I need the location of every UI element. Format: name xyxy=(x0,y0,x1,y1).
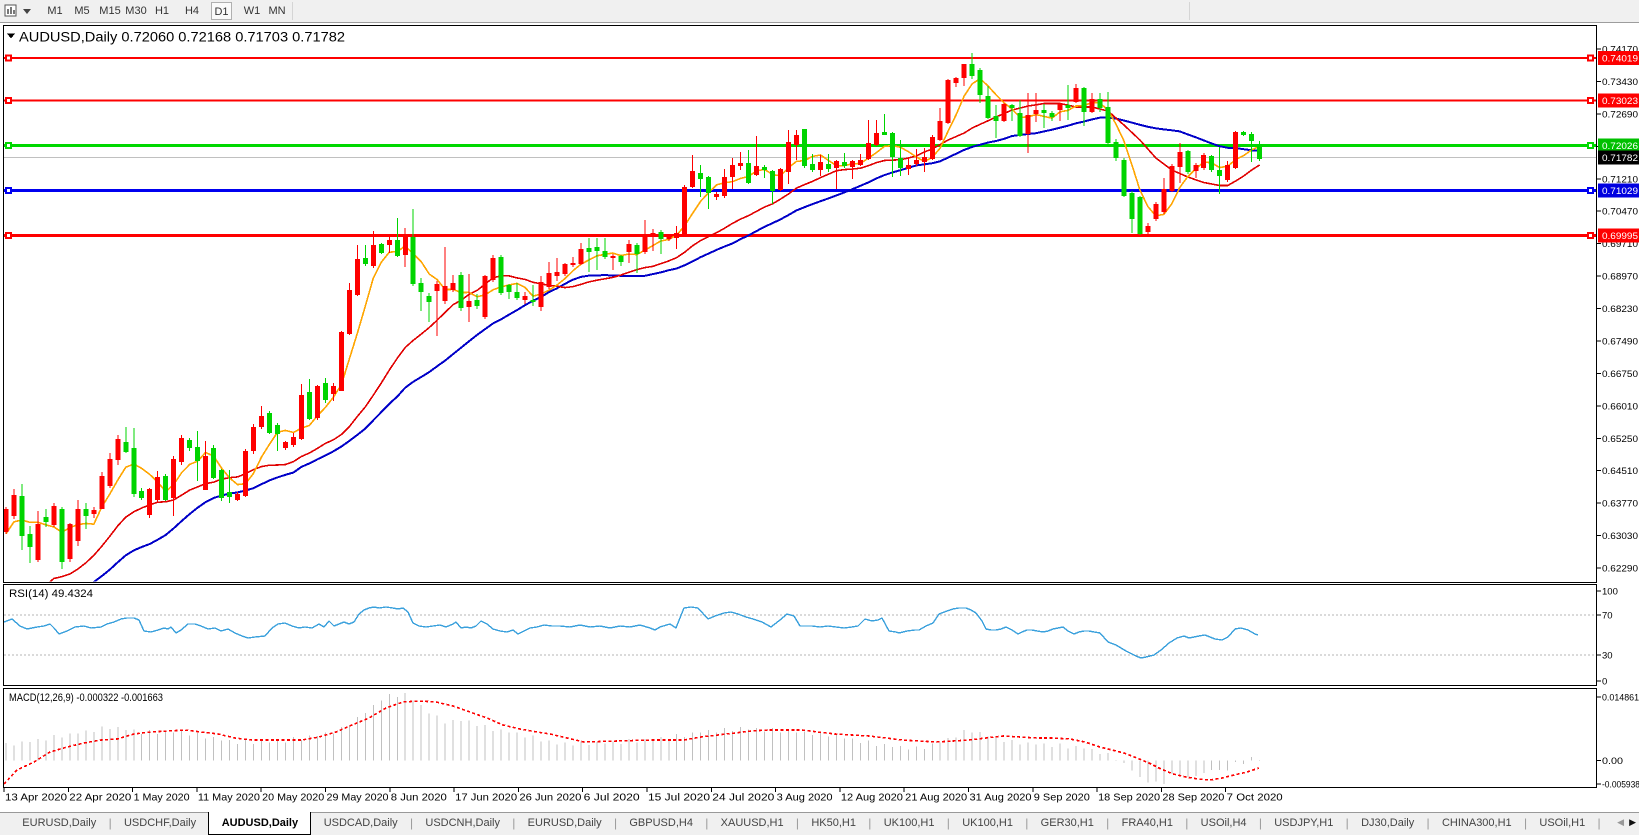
svg-text:24 Jul 2020: 24 Jul 2020 xyxy=(712,792,774,804)
svg-text:0.66750: 0.66750 xyxy=(1602,369,1638,380)
svg-text:22 Apr 2020: 22 Apr 2020 xyxy=(69,792,131,804)
svg-text:0.67490: 0.67490 xyxy=(1602,337,1638,348)
svg-text:0.68970: 0.68970 xyxy=(1602,272,1638,283)
svg-text:7 Oct 2020: 7 Oct 2020 xyxy=(1227,792,1283,804)
svg-text:AUDUSD,Daily 0.72060 0.72168: AUDUSD,Daily 0.72060 0.72168 0.71703 0.7… xyxy=(19,30,345,45)
svg-text:15 Jul 2020: 15 Jul 2020 xyxy=(648,792,710,804)
svg-text:13 Apr 2020: 13 Apr 2020 xyxy=(5,792,67,804)
svg-text:0.74019: 0.74019 xyxy=(1602,54,1638,65)
svg-text:0.63770: 0.63770 xyxy=(1602,499,1638,510)
svg-text:28 Sep 2020: 28 Sep 2020 xyxy=(1162,792,1224,804)
svg-text:MACD(12,26,9) -0.000322 -0.001: MACD(12,26,9) -0.000322 -0.001663 xyxy=(9,692,163,704)
svg-text:3 Aug 2020: 3 Aug 2020 xyxy=(777,792,833,804)
svg-text:0.69995: 0.69995 xyxy=(1602,231,1638,242)
svg-text:9 Sep 2020: 9 Sep 2020 xyxy=(1034,792,1090,804)
svg-text:0.65250: 0.65250 xyxy=(1602,434,1638,445)
svg-text:0.72026: 0.72026 xyxy=(1602,141,1638,152)
svg-text:31 Aug 2020: 31 Aug 2020 xyxy=(970,792,1032,804)
svg-text:29 May 2020: 29 May 2020 xyxy=(327,792,389,804)
svg-text:0.62290: 0.62290 xyxy=(1602,564,1638,575)
svg-text:0.69710: 0.69710 xyxy=(1602,239,1638,250)
svg-text:18 Sep 2020: 18 Sep 2020 xyxy=(1098,792,1160,804)
svg-text:17 Jun 2020: 17 Jun 2020 xyxy=(455,792,517,804)
svg-text:20 May 2020: 20 May 2020 xyxy=(262,792,324,804)
svg-text:30: 30 xyxy=(1602,651,1613,662)
svg-text:21 Aug 2020: 21 Aug 2020 xyxy=(905,792,967,804)
svg-text:26 Jun 2020: 26 Jun 2020 xyxy=(519,792,581,804)
svg-text:8 Jun 2020: 8 Jun 2020 xyxy=(391,792,447,804)
svg-text:100: 100 xyxy=(1602,587,1618,598)
svg-text:0.71029: 0.71029 xyxy=(1602,186,1638,197)
svg-text:6 Jul 2020: 6 Jul 2020 xyxy=(584,792,640,804)
svg-text:0.68230: 0.68230 xyxy=(1602,304,1638,315)
svg-text:12 Aug 2020: 12 Aug 2020 xyxy=(841,792,903,804)
svg-text:0.70470: 0.70470 xyxy=(1602,207,1638,218)
svg-text:0.71210: 0.71210 xyxy=(1602,174,1638,185)
svg-text:0.00: 0.00 xyxy=(1602,756,1623,767)
svg-text:11 May 2020: 11 May 2020 xyxy=(198,792,260,804)
svg-text:0.74170: 0.74170 xyxy=(1602,45,1638,56)
svg-text:0.73430: 0.73430 xyxy=(1602,77,1638,88)
svg-text:0.71782: 0.71782 xyxy=(1602,153,1638,164)
svg-text:0.72690: 0.72690 xyxy=(1602,109,1638,120)
svg-text:0: 0 xyxy=(1602,677,1607,688)
svg-text:70: 70 xyxy=(1602,611,1613,622)
svg-text:RSI(14) 49.4324: RSI(14) 49.4324 xyxy=(9,588,93,600)
svg-text:0.66010: 0.66010 xyxy=(1602,401,1638,412)
svg-text:0.014861: 0.014861 xyxy=(1602,693,1639,704)
svg-text:1 May 2020: 1 May 2020 xyxy=(134,792,190,804)
svg-text:0.64510: 0.64510 xyxy=(1602,466,1638,477)
svg-text:0.73023: 0.73023 xyxy=(1602,96,1638,107)
svg-text:0.63030: 0.63030 xyxy=(1602,531,1638,542)
svg-text:-0.005938: -0.005938 xyxy=(1602,780,1639,791)
